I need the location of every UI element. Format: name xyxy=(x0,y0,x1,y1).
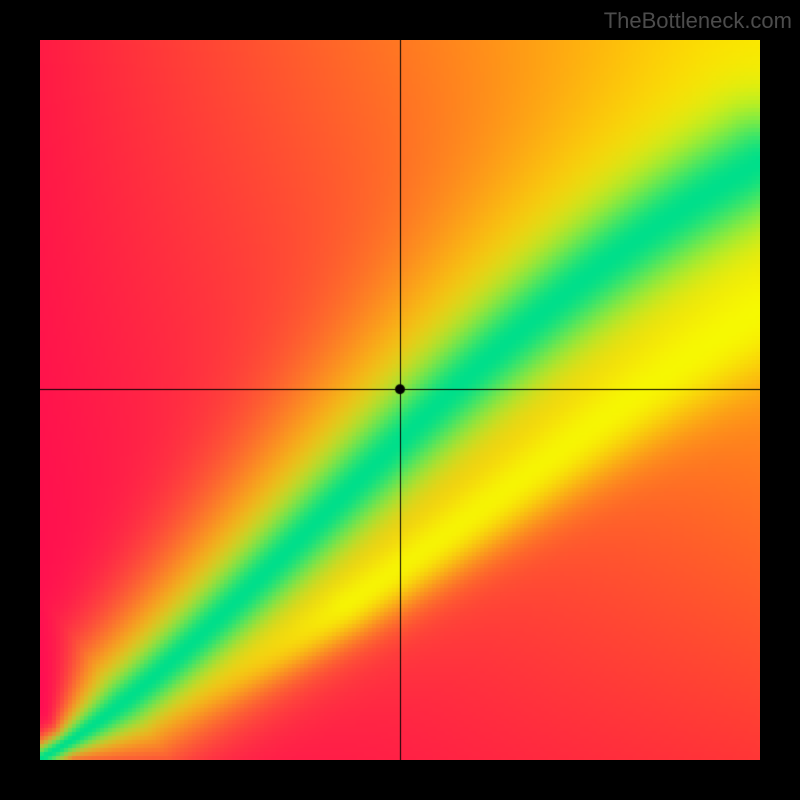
watermark-label: TheBottleneck.com xyxy=(582,8,792,34)
chart-container: TheBottleneck.com xyxy=(0,0,800,800)
crosshair-overlay xyxy=(40,40,760,760)
